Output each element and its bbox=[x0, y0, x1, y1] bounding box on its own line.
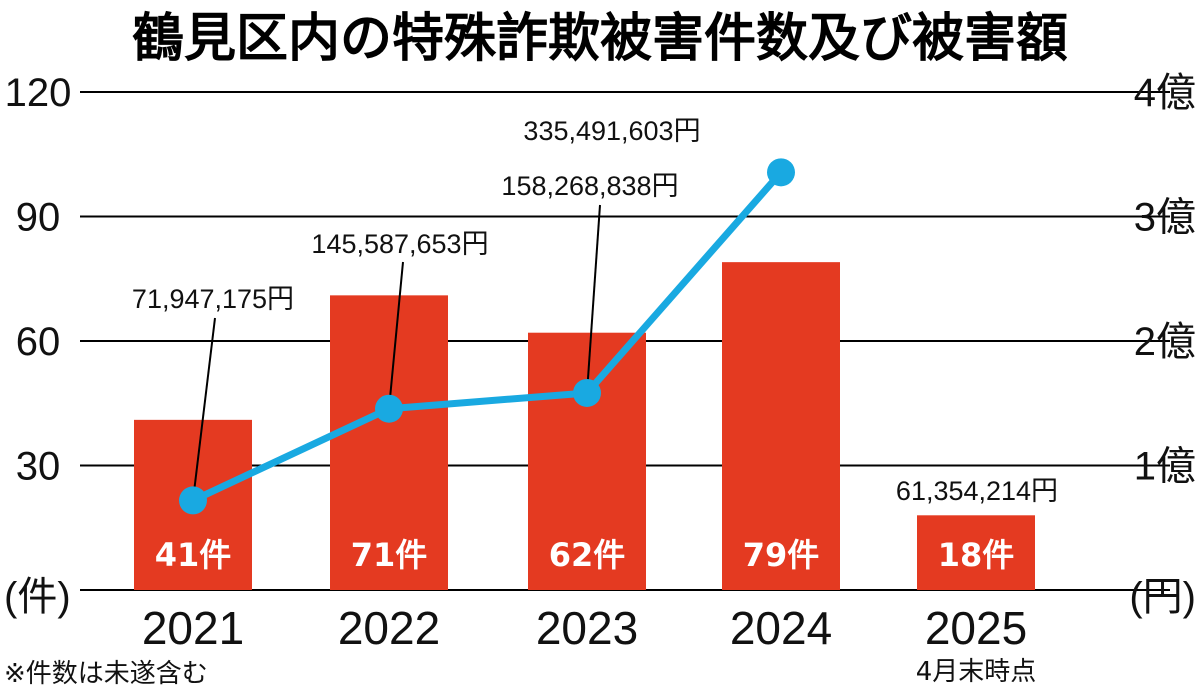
amount-label: 335,491,603円 bbox=[523, 116, 700, 146]
amount-point bbox=[179, 486, 207, 515]
left-tick-label: 120 bbox=[5, 71, 72, 115]
bar-value-label: 71件 bbox=[351, 536, 428, 574]
right-tick-label: 4億 bbox=[1134, 71, 1196, 115]
x-tick-label: 2021 bbox=[142, 602, 244, 654]
left-axis-label: (件) bbox=[4, 575, 71, 619]
x-tick-label: 2023 bbox=[536, 602, 638, 654]
left-tick-label: 90 bbox=[16, 196, 61, 240]
bar bbox=[528, 332, 646, 590]
amount-label: 61,354,214円 bbox=[896, 476, 1058, 506]
amount-point bbox=[573, 378, 601, 407]
footnote: ※件数は未遂含む bbox=[4, 659, 208, 689]
x-tick-label: 2024 bbox=[730, 602, 832, 654]
bar-value-label: 62件 bbox=[549, 536, 626, 574]
leader-line bbox=[388, 261, 404, 409]
amount-label: 158,268,838円 bbox=[501, 171, 678, 201]
bar-value-label: 18件 bbox=[938, 536, 1015, 574]
leader-line bbox=[192, 317, 216, 501]
chart-title: 鶴見区内の特殊詐欺被害件数及び被害額 bbox=[132, 9, 1068, 69]
leader-line bbox=[586, 204, 601, 394]
right-axis-label: (円) bbox=[1129, 575, 1196, 619]
bar-value-label: 79件 bbox=[743, 536, 820, 574]
x-tick-label: 2022 bbox=[338, 602, 440, 654]
right-tick-label: 3億 bbox=[1134, 196, 1196, 240]
x-tick-subtitle: 4月末時点 bbox=[916, 657, 1037, 687]
right-tick-label: 2億 bbox=[1134, 320, 1196, 364]
bar bbox=[722, 262, 840, 590]
bar bbox=[917, 515, 1035, 590]
left-tick-label: 30 bbox=[16, 445, 61, 489]
amount-label: 145,587,653円 bbox=[311, 229, 488, 259]
amount-point bbox=[767, 158, 795, 187]
bar-value-label: 41件 bbox=[155, 536, 232, 574]
left-tick-label: 60 bbox=[16, 320, 61, 364]
right-tick-label: 1億 bbox=[1134, 445, 1196, 489]
amount-label: 71,947,175円 bbox=[132, 284, 294, 314]
bar bbox=[330, 295, 448, 590]
amount-point bbox=[375, 394, 403, 423]
x-tick-label: 2025 bbox=[925, 602, 1027, 654]
amount-line bbox=[191, 170, 784, 504]
